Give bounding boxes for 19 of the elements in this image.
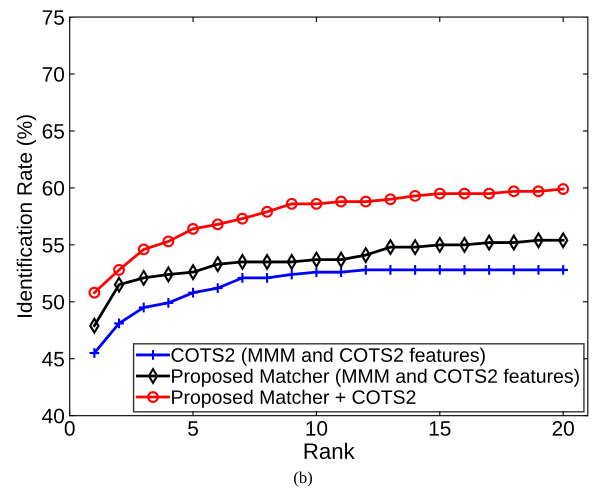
- x-tick-label: 5: [188, 421, 198, 436]
- x-axis-title: Rank: [304, 442, 355, 460]
- x-tick-label: 15: [430, 421, 450, 436]
- y-axis-title: Identification Rate (%): [16, 115, 36, 317]
- y-tick-label: 40: [42, 408, 64, 424]
- text: (b): [294, 471, 312, 487]
- y-tick-label: 65: [42, 124, 64, 139]
- y-tick-label: 55: [42, 238, 64, 253]
- x-tick-label: 0: [64, 421, 75, 436]
- y-tick-label: 75: [42, 10, 64, 25]
- x-tick-label: 20: [552, 421, 574, 436]
- legend-label: Proposed Matcher (MMM and COTS2 features): [172, 368, 579, 387]
- x-tick-label: 10: [306, 421, 328, 436]
- y-tick-label: 50: [42, 294, 64, 310]
- y-tick-label: 70: [42, 67, 64, 82]
- y-tick-label: 60: [42, 180, 64, 196]
- legend-label: COTS2 (MMM and COTS2 features): [172, 348, 485, 366]
- legend-label: Proposed Matcher + COTS2: [172, 390, 416, 408]
- y-tick-label: 45: [42, 352, 64, 366]
